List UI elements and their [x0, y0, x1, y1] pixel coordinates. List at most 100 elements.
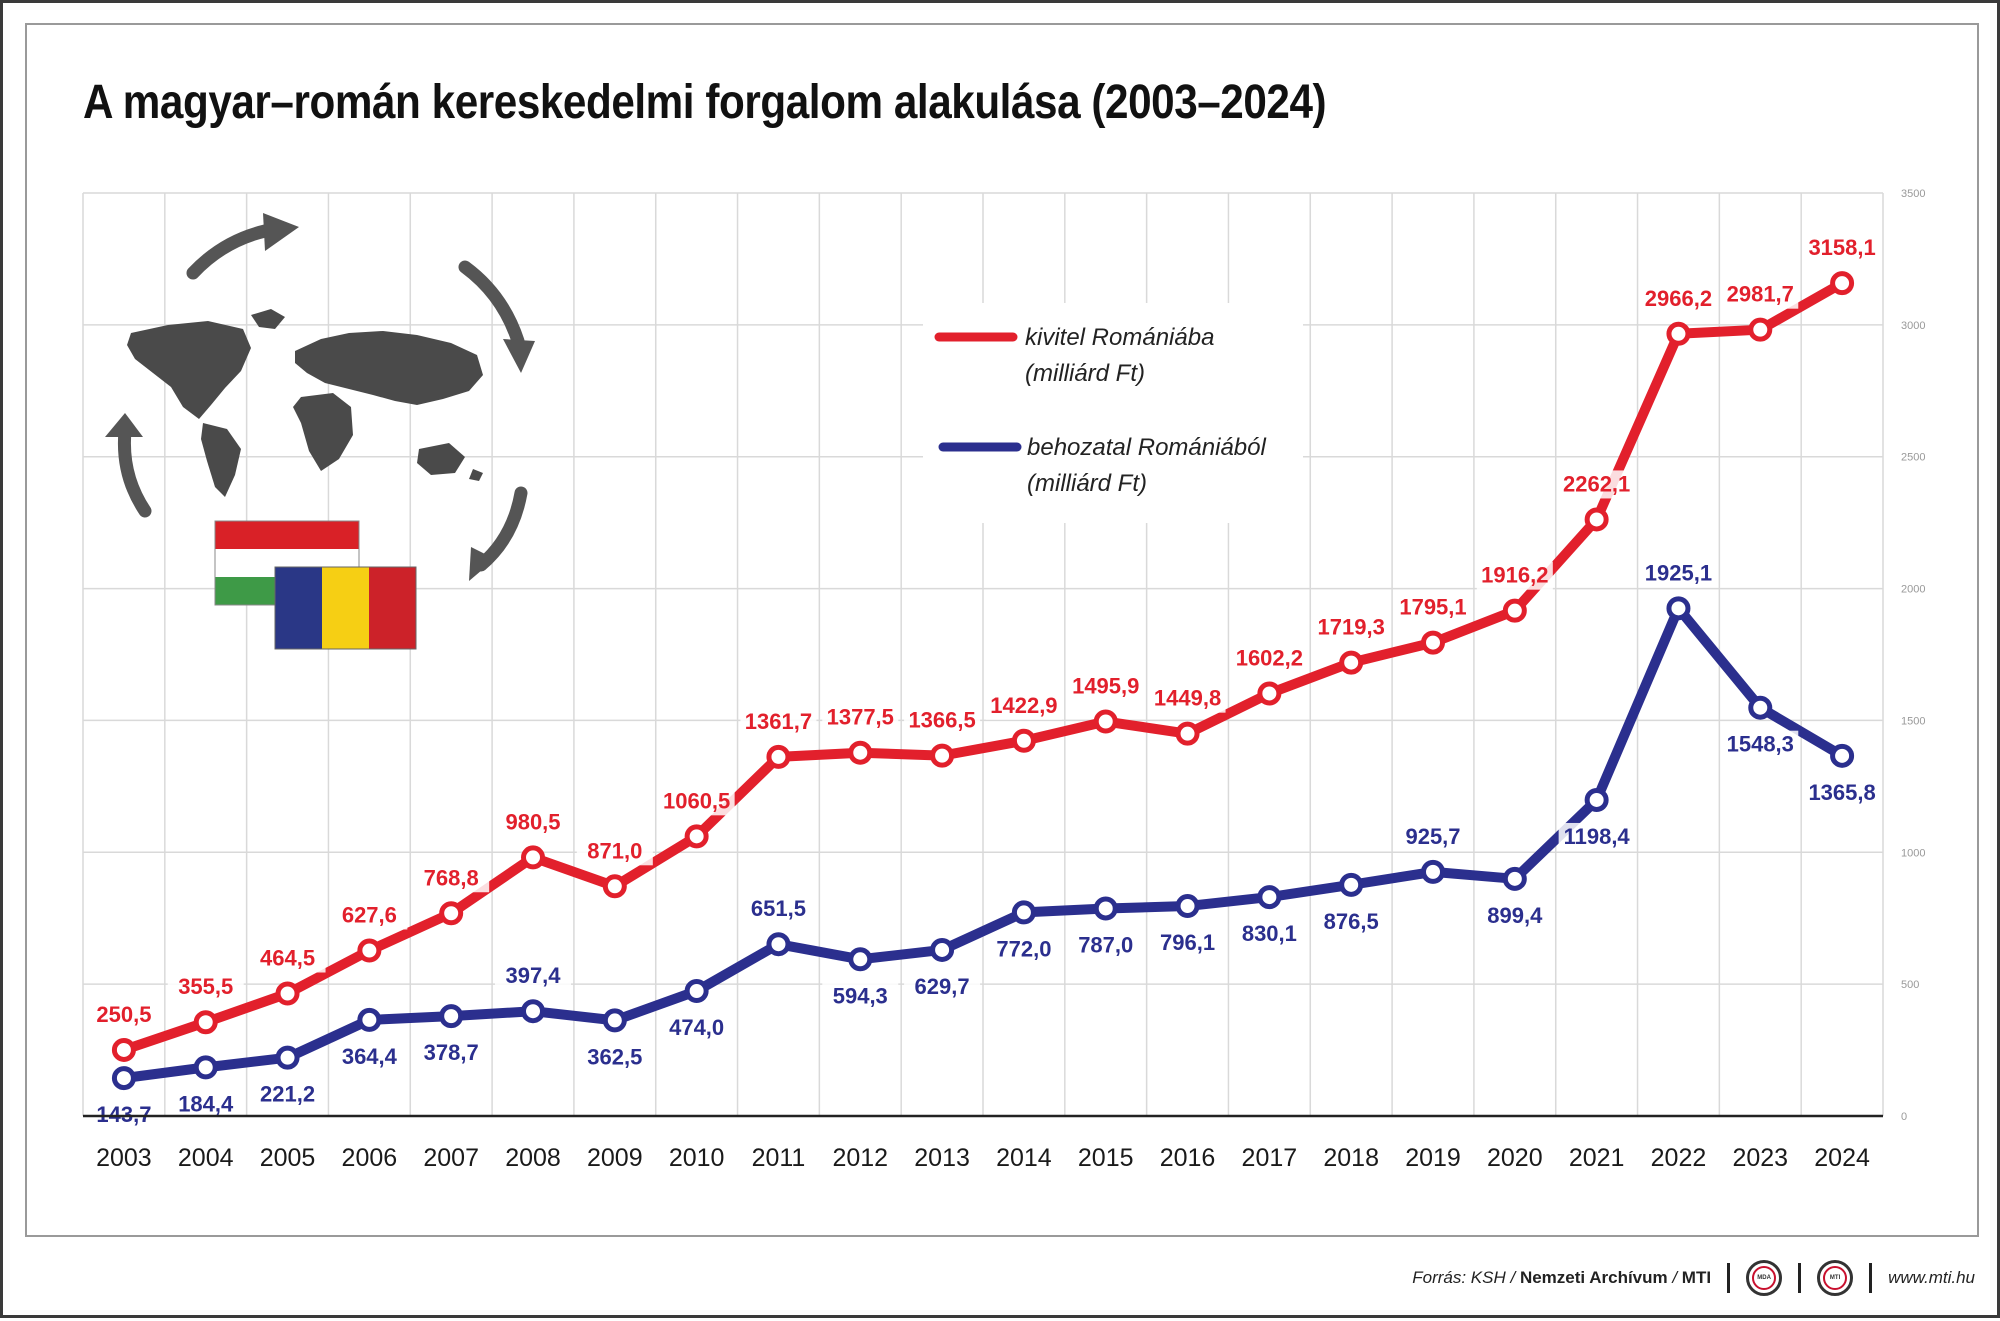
data-label-background	[1149, 929, 1226, 958]
data-label-background	[413, 864, 490, 893]
data-label-background	[576, 1043, 653, 1072]
data-label-background	[1722, 730, 1799, 759]
data-label-export: 627,6	[342, 902, 397, 927]
source-credit: Forrás: KSH / Nemzeti Archívum / MTI	[1412, 1268, 1711, 1288]
data-label-background	[740, 895, 817, 924]
data-point-export	[1584, 507, 1609, 532]
x-tick-label: 2013	[914, 1144, 970, 1172]
data-label-background	[495, 962, 571, 991]
data-point-import	[1584, 787, 1609, 812]
data-point-export	[1748, 317, 1773, 342]
data-label-import: 876,5	[1324, 909, 1379, 934]
data-label-background	[413, 1039, 490, 1068]
data-label-export: 1449,8	[1154, 686, 1221, 711]
mda-logo-icon: MDA	[1746, 1260, 1783, 1296]
arrowheads-icon	[105, 213, 535, 581]
data-label-background	[985, 691, 1062, 720]
data-label-background	[249, 1080, 326, 1109]
data-point-export	[193, 1010, 218, 1035]
data-point-export	[1175, 721, 1200, 746]
data-point-export	[1830, 271, 1855, 296]
source-separator: /	[1667, 1268, 1682, 1287]
data-point-import	[930, 937, 955, 962]
data-label-background	[1067, 672, 1144, 701]
data-label-background	[85, 1000, 162, 1029]
data-point-import	[1093, 896, 1118, 921]
x-tick-label: 2007	[423, 1144, 479, 1172]
data-point-export	[848, 740, 873, 765]
data-point-import	[275, 1045, 300, 1070]
x-tick-label: 2017	[1242, 1144, 1298, 1172]
data-label-background	[1640, 284, 1717, 313]
data-labels: 250,5 355,5 464,5 627,6 768,8 980,5 871,0 1060,…	[85, 234, 1881, 1130]
website-link[interactable]: www.mti.hu	[1888, 1268, 1975, 1287]
data-label-background	[904, 972, 981, 1001]
data-point-export	[1093, 709, 1118, 734]
data-label-import: 1365,8	[1808, 780, 1875, 805]
data-label-export: 768,8	[424, 865, 479, 890]
data-point-export	[439, 901, 464, 926]
data-label-background	[1476, 901, 1553, 930]
x-tick-label: 2018	[1323, 1144, 1379, 1172]
x-tick-label: 2010	[669, 1144, 725, 1172]
data-label-background	[658, 1013, 735, 1042]
data-label-background	[822, 703, 899, 732]
data-label-background	[1476, 561, 1553, 590]
data-label-import: 787,0	[1078, 932, 1133, 957]
x-tick-label: 2023	[1732, 1144, 1788, 1172]
data-label-background	[1804, 778, 1881, 807]
romanian-flag	[274, 566, 417, 650]
data-point-export	[111, 1037, 136, 1062]
data-label-import: 378,7	[424, 1040, 479, 1065]
data-point-export	[521, 845, 545, 870]
axes: 2003 2004 2005 2006 2007 2008 2009 2010 2011 2012…	[83, 188, 1925, 1172]
data-label-background	[495, 808, 571, 837]
data-point-import	[766, 932, 791, 957]
data-label-import: 1198,4	[1564, 824, 1631, 849]
series-layer: 250,5 355,5 464,5 627,6 768,8 980,5 871,0 1060,…	[85, 234, 1881, 1130]
data-label-background	[576, 837, 653, 866]
data-point-import	[521, 999, 545, 1024]
data-point-import	[439, 1004, 464, 1029]
data-point-import	[1257, 885, 1282, 910]
y-tick-label: 3000	[1901, 320, 1925, 332]
data-label-export: 250,5	[96, 1002, 151, 1027]
world-map-icon	[127, 309, 483, 497]
data-label-export: 980,5	[505, 809, 560, 834]
data-point-import	[1011, 900, 1036, 925]
chart-title: A magyar–román kereskedelmi forgalom ala…	[83, 76, 1327, 129]
footer: Forrás: KSH / Nemzeti Archívum / MTI MDA…	[1412, 1258, 1975, 1298]
legend-label-export: kivitel Romániába	[1025, 324, 1214, 351]
data-label-import: 221,2	[260, 1082, 315, 1107]
x-tick-label: 2014	[996, 1144, 1052, 1172]
data-point-import	[1748, 695, 1773, 720]
data-point-import	[111, 1066, 136, 1091]
y-tick-label: 1000	[1901, 847, 1925, 859]
data-label-background	[1558, 470, 1635, 499]
data-point-import	[1666, 596, 1691, 621]
x-tick-label: 2016	[1160, 1144, 1216, 1172]
data-label-background	[249, 944, 326, 973]
x-tick-label: 2020	[1487, 1144, 1543, 1172]
mti-logo-text: MTI	[1823, 1266, 1848, 1290]
data-label-background	[331, 901, 408, 930]
x-tick-label: 2021	[1569, 1144, 1625, 1172]
data-label-import: 899,4	[1487, 903, 1543, 928]
mti-logo-icon: MTI	[1817, 1260, 1854, 1296]
data-label-import: 594,3	[833, 983, 888, 1008]
data-point-import	[357, 1007, 382, 1032]
data-label-export: 2966,2	[1645, 286, 1712, 311]
x-tick-label: 2009	[587, 1144, 643, 1172]
data-point-import	[1502, 866, 1527, 891]
data-label-import: 1548,3	[1727, 732, 1794, 757]
data-label-export: 3158,1	[1808, 235, 1875, 260]
data-label-background	[1231, 920, 1308, 949]
data-point-export	[1011, 728, 1036, 753]
y-tick-label: 2000	[1901, 584, 1925, 596]
data-label-export: 1361,7	[745, 709, 812, 734]
data-label-background	[985, 935, 1062, 964]
data-label-export: 2981,7	[1727, 282, 1794, 307]
data-point-export	[766, 744, 791, 769]
footer-divider	[1727, 1263, 1731, 1293]
data-point-export	[1502, 598, 1527, 623]
